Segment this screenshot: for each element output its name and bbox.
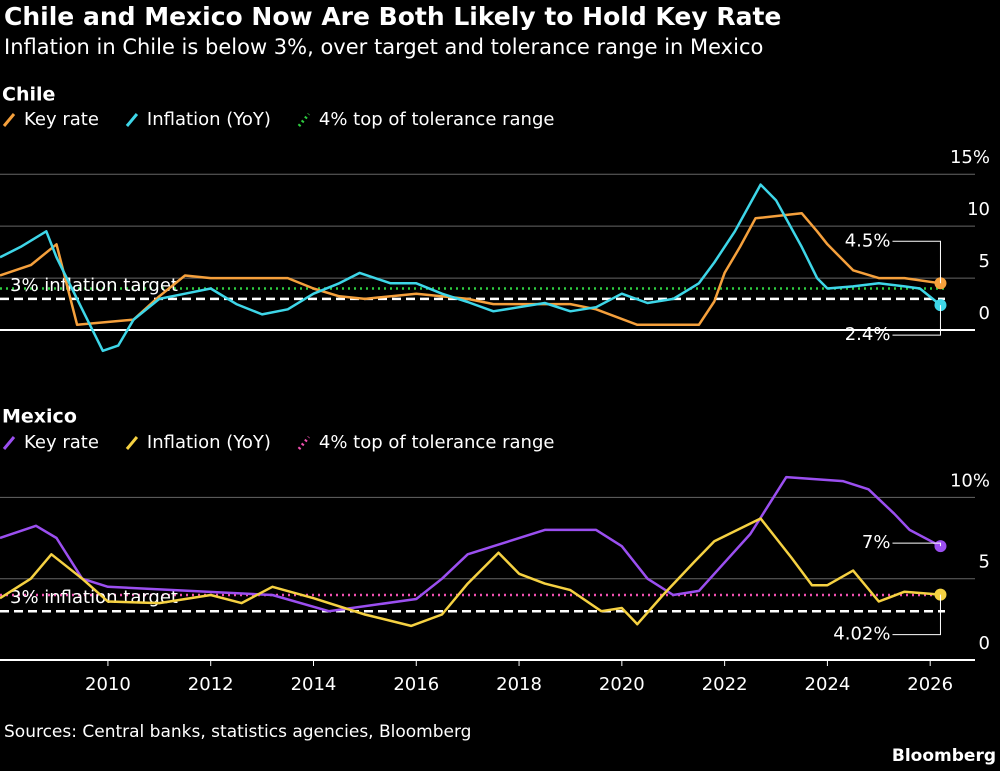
y-tick-label: 15%: [950, 147, 990, 168]
end-label-leader: [892, 305, 941, 336]
legend-label: Key rate: [24, 432, 99, 453]
x-tick-label: 2016: [393, 674, 439, 695]
panel-title: Chile: [2, 84, 55, 106]
x-tick-label: 2024: [805, 674, 851, 695]
y-tick-label: 5: [979, 251, 990, 272]
y-tick-label: 0: [979, 303, 990, 324]
y-tick-label: 5: [979, 552, 990, 573]
legend-symbol: [2, 113, 16, 127]
series-line: [0, 517, 941, 628]
end-label: 2.4%: [845, 324, 891, 345]
end-label-leader: [892, 240, 941, 284]
end-label: 7%: [862, 532, 891, 553]
chart-subtitle: Inflation in Chile is below 3%, over tar…: [4, 35, 763, 59]
x-tick-label: 2012: [188, 674, 234, 695]
reference-label: 3% inflation target: [10, 275, 178, 296]
series-line: [0, 211, 941, 327]
brand: Bloomberg: [892, 746, 996, 766]
x-tick-label: 2010: [85, 674, 131, 695]
chart-title: Chile and Mexico Now Are Both Likely to …: [4, 2, 781, 31]
x-tick-label: 2022: [702, 674, 748, 695]
legend-symbol: [297, 436, 311, 450]
y-tick-label: 0: [979, 633, 990, 654]
legend-label: Key rate: [24, 109, 99, 130]
panel-title: Mexico: [2, 406, 77, 428]
legend-label: Inflation (YoY): [147, 109, 271, 130]
x-tick-label: 2020: [599, 674, 645, 695]
series-line: [0, 475, 942, 613]
legend-symbol: [297, 113, 311, 127]
legend-symbol: [125, 436, 139, 450]
end-label: 4.02%: [833, 624, 890, 645]
legend-symbol: [125, 113, 139, 127]
x-tick-label: 2026: [907, 674, 953, 695]
legend-label: 4% top of tolerance range: [319, 109, 555, 130]
source-note: Sources: Central banks, statistics agenc…: [4, 722, 471, 742]
y-tick-label: 10: [967, 199, 990, 220]
end-label-leader: [892, 594, 941, 636]
end-label: 4.5%: [845, 230, 891, 251]
series-line: [0, 183, 942, 353]
legend-label: Inflation (YoY): [147, 432, 271, 453]
legend-label: 4% top of tolerance range: [319, 432, 555, 453]
x-tick-label: 2014: [291, 674, 337, 695]
x-tick-label: 2018: [496, 674, 542, 695]
legend-symbol: [2, 436, 16, 450]
end-label-leader: [892, 542, 941, 547]
y-tick-label: 10%: [950, 470, 990, 491]
